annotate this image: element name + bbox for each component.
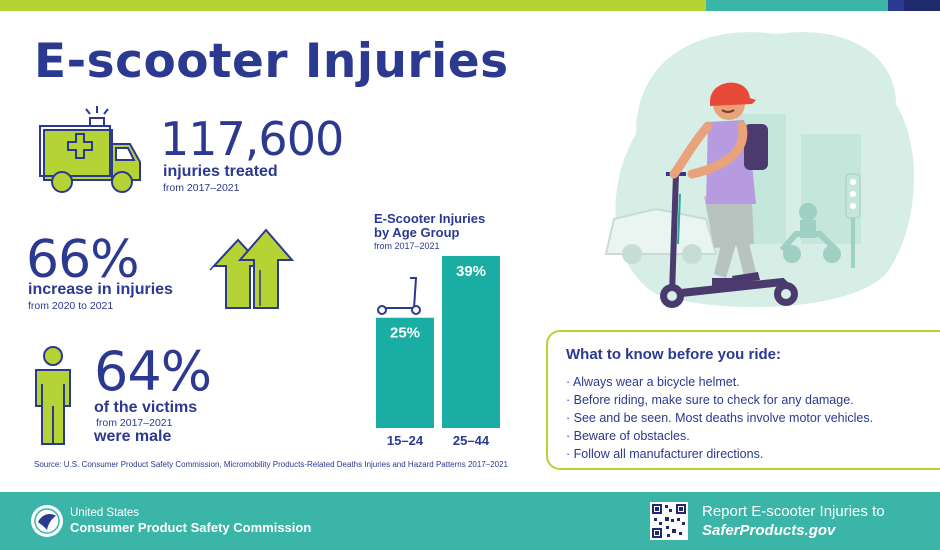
agency-name: Consumer Product Safety Commission: [70, 520, 312, 535]
tips-list: · Always wear a bicycle helmet. · Before…: [566, 373, 940, 463]
bar-25–44: [442, 256, 500, 428]
chart-subtitle: from 2017–2021: [374, 241, 440, 251]
cpsc-seal-icon: [31, 505, 63, 537]
injuries-label: injuries treated: [163, 163, 278, 180]
male-label: of the victims: [94, 399, 198, 416]
traffic-light-icon: [845, 173, 861, 268]
injuries-number: 117,600: [160, 112, 344, 166]
agency-country: United States: [70, 507, 140, 519]
tip-item: · See and be seen. Most deaths involve m…: [566, 411, 874, 425]
chart-title: E-Scooter Injuries by Age Group: [374, 211, 486, 240]
safety-tips-box: What to know before you ride: · Always w…: [546, 330, 940, 470]
top-bar-dark: [904, 0, 940, 11]
car-icon: [604, 207, 718, 264]
report-text: Report E-scooter Injuries to: [702, 503, 885, 520]
male-sub: from 2017–2021: [96, 417, 173, 429]
increase-label: increase in injuries: [28, 281, 173, 298]
scooter-rider-illustration: [604, 32, 915, 308]
tip-item: · Follow all manufacturer directions.: [566, 447, 764, 461]
tip-item: · Always wear a bicycle helmet.: [566, 375, 740, 389]
male-label-2: were male: [94, 428, 172, 445]
increase-number: 66%: [26, 230, 140, 290]
category-label: 15–24: [387, 433, 424, 448]
age-group-bar-chart: 25% 15–24 39% 25–44: [376, 256, 500, 448]
motorcycle-icon: [779, 203, 841, 263]
male-number: 64%: [94, 340, 212, 403]
tip-item: · Beware of obstacles.: [566, 429, 690, 443]
increase-sub: from 2020 to 2021: [28, 300, 114, 312]
top-bar-navy: [888, 0, 904, 11]
source-note: Source: U.S. Consumer Product Safety Com…: [34, 460, 508, 469]
person-icon: [35, 346, 71, 445]
top-color-bar: [0, 0, 940, 11]
bar-15–24: [376, 317, 434, 428]
scooter-chart-icon: [377, 277, 421, 315]
top-bar-teal: [706, 0, 888, 11]
saferproducts-link[interactable]: SaferProducts.gov: [702, 522, 836, 539]
category-label: 25–44: [453, 433, 490, 448]
tip-item: · Before riding, make sure to check for …: [566, 393, 854, 407]
bar-value-label: 25%: [390, 325, 420, 342]
ambulance-icon: [39, 106, 141, 193]
top-bar-lime: [0, 0, 706, 11]
tips-heading: What to know before you ride:: [566, 346, 782, 363]
up-arrows-icon: [209, 228, 295, 309]
qr-code-icon[interactable]: [650, 502, 688, 540]
bar-value-label: 39%: [456, 263, 486, 280]
injuries-sub: from 2017–2021: [163, 182, 240, 194]
page-title: E-scooter Injuries: [34, 34, 509, 89]
rider-icon: [669, 82, 768, 286]
footer: United States Consumer Product Safety Co…: [0, 492, 940, 550]
